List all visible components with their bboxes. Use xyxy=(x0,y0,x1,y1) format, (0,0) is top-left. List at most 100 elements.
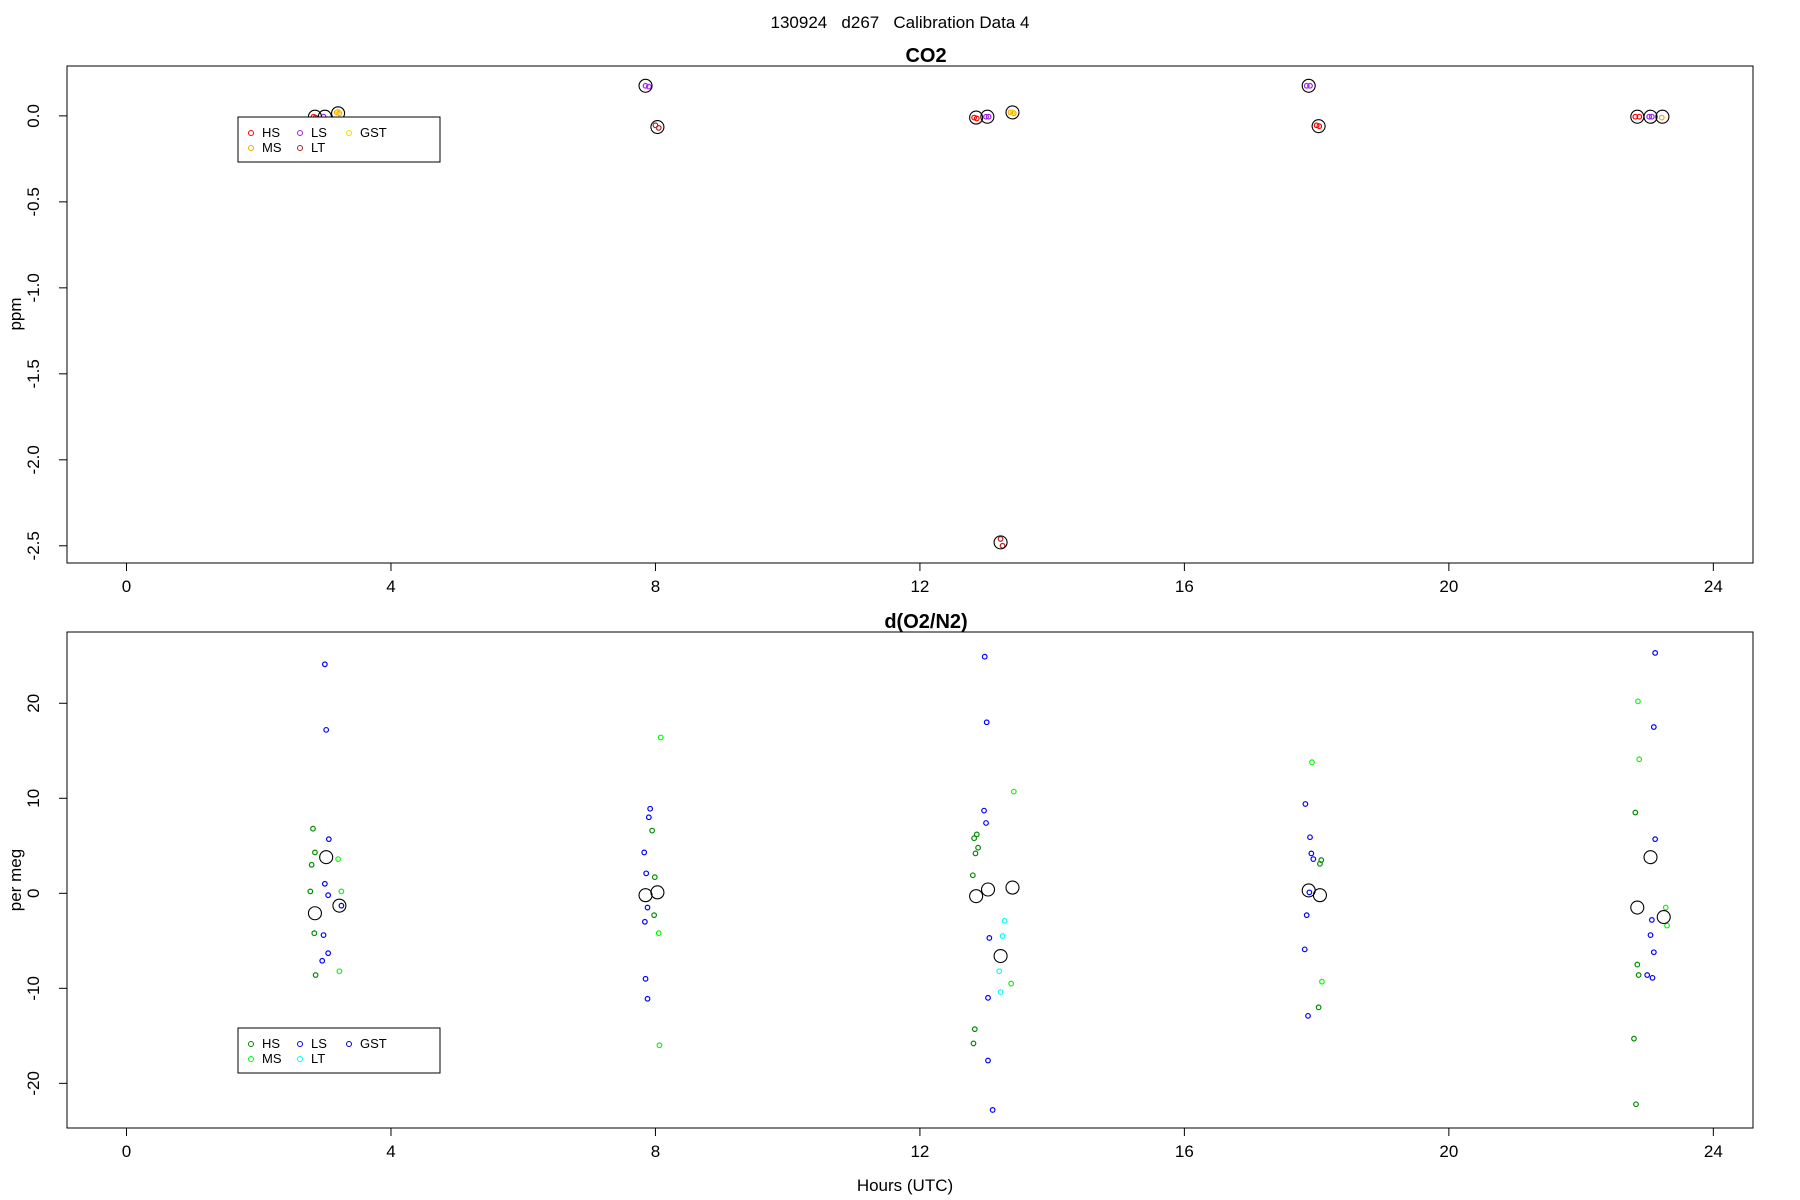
o2n2-point-lt xyxy=(1001,917,1008,924)
o2n2-legend-marker-lt xyxy=(297,1056,303,1062)
o2n2-point-hs xyxy=(311,930,318,937)
o2n2-point-hs xyxy=(310,825,316,832)
co2-panel-title: CO2 xyxy=(905,45,946,67)
o2n2-point-hs xyxy=(971,1026,978,1033)
o2n2-point-mean xyxy=(969,889,984,904)
co2-point-ls xyxy=(1646,113,1653,120)
o2n2-point-hs xyxy=(308,861,315,868)
o2n2-point-mean xyxy=(307,906,322,921)
o2n2-point-ls xyxy=(983,719,990,726)
co2-point-lt xyxy=(655,125,662,131)
o2n2-point-ls xyxy=(1310,856,1317,862)
co2-panel: CO2 ppm 0 4 8 12 16 20 24 0.0 -0.5 -1.0 -1.5 -2.0 -… xyxy=(6,45,1754,596)
co2-point-ls xyxy=(983,113,989,120)
o2n2-x-tick-label: 24 xyxy=(1704,1142,1723,1161)
o2n2-point-hs xyxy=(307,888,314,895)
o2n2-point-hs xyxy=(1315,1004,1322,1011)
o2n2-point-ls xyxy=(645,814,652,821)
o2n2-point-hs xyxy=(971,835,978,842)
o2n2-point-ms xyxy=(335,856,341,862)
o2n2-point-ls xyxy=(321,880,328,887)
o2n2-point-ls xyxy=(1303,912,1310,919)
o2n2-point-ls xyxy=(641,849,648,856)
o2n2-point-hs xyxy=(975,844,982,851)
o2n2-y-axis: 20 10 0 -10 -20 xyxy=(24,694,68,1096)
co2-legend-label-ms: MS xyxy=(262,140,282,155)
o2n2-point-hs xyxy=(312,849,318,856)
o2n2-y-tick-label: -20 xyxy=(24,1071,43,1096)
o2n2-point-ms xyxy=(1664,922,1670,929)
o2n2-point-ms xyxy=(655,930,662,937)
o2n2-point-ls xyxy=(1652,650,1659,656)
o2n2-x-tick-label: 4 xyxy=(386,1142,395,1161)
co2-legend-label-ls: LS xyxy=(311,125,327,140)
co2-y-tick-label: 0.0 xyxy=(24,104,43,128)
o2n2-point-mean xyxy=(319,850,334,865)
co2-point-gst xyxy=(335,108,341,115)
co2-point-mean xyxy=(650,120,665,135)
co2-legend-marker-gst xyxy=(346,130,352,136)
o2n2-panel: d(O2/N2) per meg 0 4 8 12 16 20 24 20 10 0 -10 -20… xyxy=(6,611,1754,1161)
co2-legend-marker-ms xyxy=(248,145,254,151)
o2n2-y-tick-label: 20 xyxy=(24,694,43,713)
o2n2-x-tick-label: 0 xyxy=(122,1142,131,1161)
co2-legend-label-lt: LT xyxy=(311,140,325,155)
o2n2-point-gst xyxy=(338,902,345,909)
o2n2-point-ls xyxy=(644,995,651,1002)
o2n2-point-mean xyxy=(1630,900,1645,915)
o2n2-y-tick-label: 0 xyxy=(24,889,43,898)
o2n2-legend-label-ls: LS xyxy=(311,1036,327,1051)
o2n2-point-mean xyxy=(993,948,1008,964)
co2-legend: HS MS LS LT GST xyxy=(237,116,441,163)
o2n2-legend-marker-ls xyxy=(297,1041,303,1047)
co2-y-axis: 0.0 -0.5 -1.0 -1.5 -2.0 -2.5 xyxy=(24,104,68,560)
o2n2-y-tick-label: -10 xyxy=(24,976,43,1001)
co2-point-gst xyxy=(1009,109,1016,116)
o2n2-point-ls xyxy=(985,994,991,1001)
o2n2-point-ls xyxy=(1650,724,1657,730)
co2-legend-box xyxy=(237,116,441,163)
o2n2-x-tick-label: 12 xyxy=(910,1142,929,1161)
o2n2-point-ms xyxy=(1636,756,1643,763)
o2n2-x-tick-label: 20 xyxy=(1439,1142,1458,1161)
o2n2-point-ls xyxy=(321,661,328,668)
o2n2-point-ls xyxy=(1648,917,1655,923)
co2-point-hs xyxy=(973,115,980,122)
o2n2-point-ms xyxy=(336,968,343,975)
o2n2-point-hs xyxy=(970,1040,977,1047)
o2n2-point-hs xyxy=(1632,809,1639,816)
o2n2-x-tick-label: 16 xyxy=(1175,1142,1194,1161)
o2n2-legend: HS MS LS LT GST xyxy=(237,1027,441,1074)
co2-y-axis-label: ppm xyxy=(6,297,25,330)
o2n2-point-ms xyxy=(657,734,664,741)
co2-point-mean xyxy=(1311,119,1326,134)
o2n2-point-ls xyxy=(1649,974,1656,981)
co2-y-tick-label: -0.5 xyxy=(24,187,43,216)
o2n2-point-ms xyxy=(1635,698,1641,705)
o2n2-point-hs xyxy=(1633,1101,1639,1108)
co2-point-ls xyxy=(642,82,649,89)
o2n2-point-ls xyxy=(325,836,332,843)
co2-x-tick-label: 8 xyxy=(651,577,660,596)
o2n2-point-hs xyxy=(651,912,658,919)
co2-x-tick-label: 20 xyxy=(1439,577,1458,596)
co2-point-ls xyxy=(1648,113,1655,120)
o2n2-point-hs xyxy=(1634,961,1641,968)
co2-point-mean xyxy=(1643,109,1658,124)
o2n2-point-ls xyxy=(1644,972,1651,978)
co2-point-mean xyxy=(1005,105,1020,120)
figure-title: 130924 d267 Calibration Data 4 xyxy=(771,13,1030,32)
o2n2-point-ms xyxy=(338,888,345,895)
o2n2-point-ls xyxy=(323,726,330,733)
o2n2-y-tick-label: 10 xyxy=(24,789,43,808)
co2-point-hs xyxy=(971,114,978,121)
co2-legend-marker-hs xyxy=(248,130,254,136)
co2-y-tick-label: -1.5 xyxy=(24,359,43,388)
o2n2-point-mean xyxy=(1656,910,1671,925)
o2n2-point-hs xyxy=(312,972,319,978)
o2n2-point-mean xyxy=(638,888,653,903)
o2n2-point-ls xyxy=(320,932,327,939)
co2-point-hs xyxy=(1313,122,1320,129)
co2-point-ls xyxy=(985,113,992,120)
